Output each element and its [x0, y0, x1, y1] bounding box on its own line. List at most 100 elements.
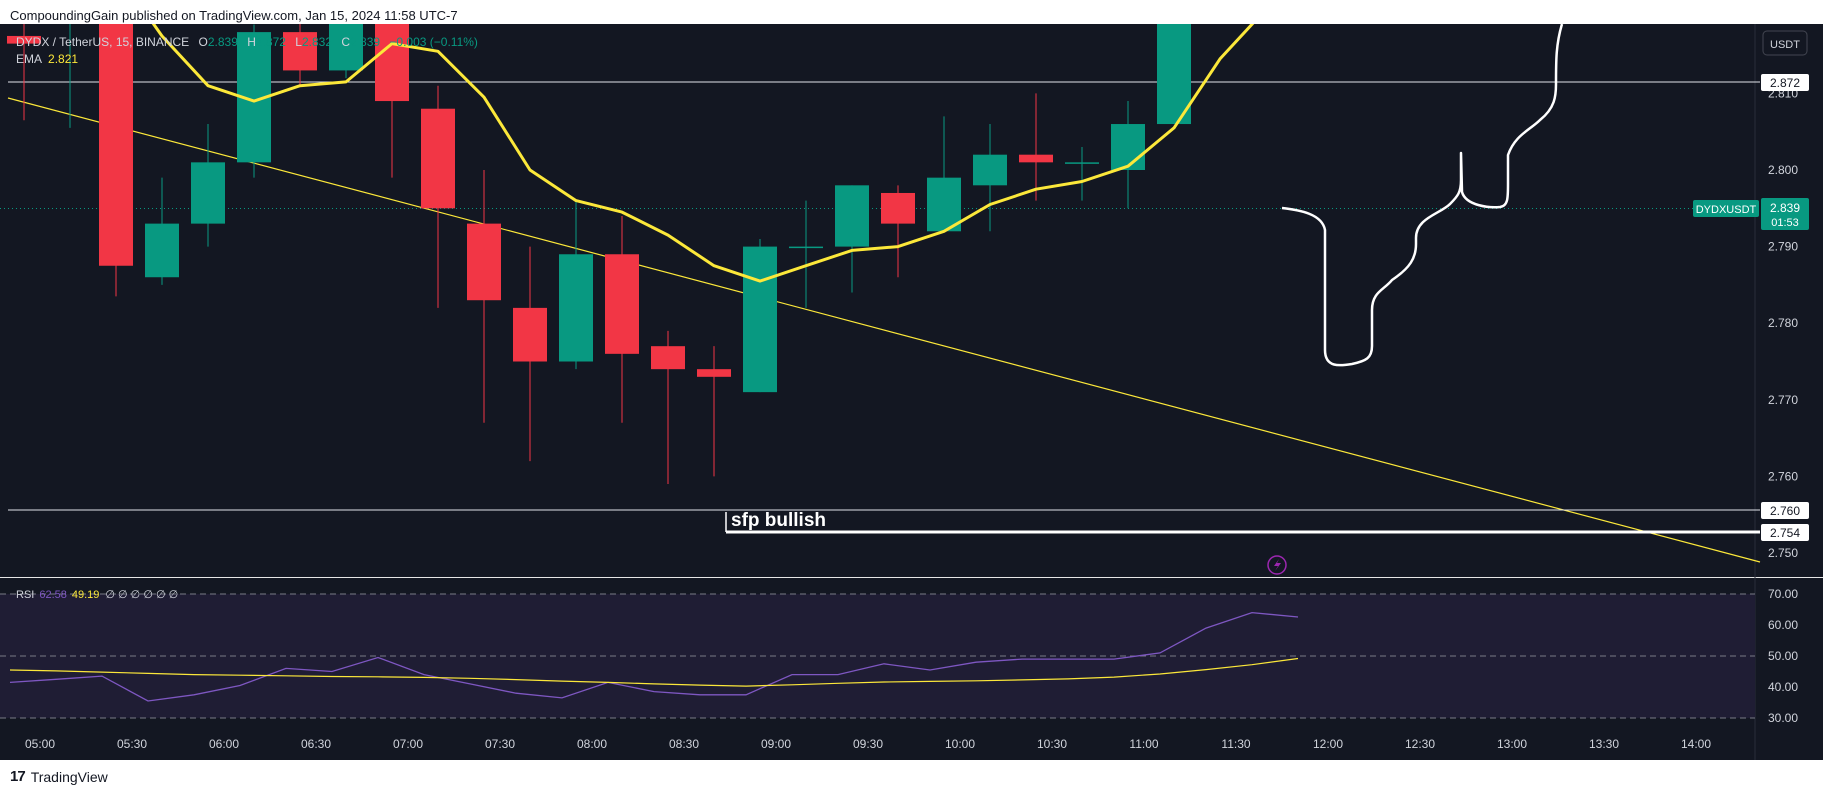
- legend-change: −0.003 (−0.11%): [389, 35, 478, 49]
- symbol-tag: [1693, 200, 1759, 217]
- legend-close-label: C: [341, 35, 350, 49]
- time-tick-label: 05:00: [25, 737, 55, 751]
- candle-body: [881, 192, 915, 224]
- publish-banner: CompoundingGain published on TradingView…: [10, 8, 458, 23]
- candle[interactable]: [145, 177, 179, 285]
- publish-info: published on TradingView.com, Jan 15, 20…: [118, 8, 458, 23]
- lightning-icon[interactable]: [1267, 555, 1287, 575]
- time-tick-label: 09:30: [853, 737, 883, 751]
- candle-body: [513, 307, 547, 362]
- time-tick-label: 10:30: [1037, 737, 1067, 751]
- ema-line[interactable]: [24, 0, 1268, 283]
- tradingview-logo[interactable]: 17 TradingView: [10, 768, 108, 785]
- legend-ema-line: EMA 2.821: [16, 52, 78, 66]
- level-tag-2: [1761, 524, 1809, 541]
- chart-svg[interactable]: sfp bullish 2.750 2.760 2.770 2.780 2.790 2.8…: [0, 0, 1823, 760]
- trendline[interactable]: [7, 97, 1761, 563]
- time-axis: 05:00 05:30 06:00 06:30 07:00 07:30 08:00 08:30…: [25, 737, 1711, 751]
- time-tick-label: 09:00: [761, 737, 791, 751]
- tradingview-logo-icon: 17: [10, 768, 26, 785]
- candle[interactable]: [513, 246, 547, 462]
- time-tick-label: 07:30: [485, 737, 515, 751]
- rsi-tick-label: 30.00: [1768, 711, 1798, 725]
- projection-drawing[interactable]: [1281, 23, 1564, 367]
- candles-group: [7, 0, 1221, 485]
- candle-body: [927, 177, 961, 232]
- candle-body: [145, 223, 179, 278]
- time-tick-label: 13:30: [1589, 737, 1619, 751]
- high-price-tag: [1761, 74, 1809, 91]
- candle[interactable]: [99, 0, 133, 297]
- lightning-glyph: [1274, 559, 1281, 571]
- rsi-line[interactable]: [9, 611, 1299, 702]
- tradingview-brand: TradingView: [30, 768, 108, 785]
- candle[interactable]: [1111, 101, 1145, 209]
- candle[interactable]: [697, 346, 731, 477]
- candle[interactable]: [1065, 147, 1099, 201]
- candle-body: [1065, 162, 1099, 164]
- legend-ema-label[interactable]: EMA: [16, 52, 42, 66]
- time-tick-label: 06:30: [301, 737, 331, 751]
- high-price-tag-text: 2.872: [1770, 76, 1800, 90]
- candle[interactable]: [191, 124, 225, 247]
- candle-body: [697, 369, 731, 377]
- candle[interactable]: [743, 238, 777, 393]
- price-tick-label: 2.760: [1768, 469, 1798, 483]
- candle[interactable]: [559, 200, 593, 370]
- legend-symbol-line: DYDX / TetherUS, 15, BINANCE O2.839 H2.8…: [16, 35, 478, 49]
- symbol-tag-text: DYDXUSDT: [1696, 204, 1757, 216]
- rsi-tick-label: 50.00: [1768, 649, 1798, 663]
- candle[interactable]: [973, 124, 1007, 232]
- rsi-ma-line[interactable]: [9, 657, 1299, 687]
- time-tick-label: 07:00: [393, 737, 423, 751]
- countdown-text: 01:53: [1771, 217, 1799, 229]
- candle[interactable]: [467, 170, 501, 423]
- candle[interactable]: [927, 116, 961, 232]
- price-tick-label: 2.750: [1768, 546, 1798, 560]
- candle-body: [421, 108, 455, 209]
- currency-button[interactable]: [1762, 30, 1808, 56]
- candle-body: [1019, 154, 1053, 163]
- chart-area[interactable]: sfp bullish 2.750 2.760 2.770 2.780 2.790 2.8…: [0, 0, 1823, 760]
- candle-body: [605, 254, 639, 354]
- annotation-text[interactable]: sfp bullish: [731, 510, 826, 531]
- last-price-tag: [1761, 198, 1809, 230]
- price-tick-label: 2.800: [1768, 163, 1798, 177]
- rsi-tick-label: 70.00: [1768, 587, 1798, 601]
- level-tag-2-text: 2.754: [1770, 526, 1800, 540]
- level-tag-1-text: 2.760: [1770, 504, 1800, 518]
- legend-high: 2.872: [256, 35, 286, 49]
- legend-open: 2.839: [208, 35, 238, 49]
- level-tag-1: [1761, 502, 1809, 519]
- price-tick-label: 2.770: [1768, 393, 1798, 407]
- candle[interactable]: [789, 200, 823, 308]
- candle[interactable]: [651, 330, 685, 485]
- candle[interactable]: [329, 0, 363, 79]
- candle[interactable]: [881, 185, 915, 278]
- time-tick-label: 05:30: [117, 737, 147, 751]
- candle[interactable]: [283, 9, 317, 86]
- candle[interactable]: [605, 215, 639, 423]
- price-tick-label: 2.780: [1768, 316, 1798, 330]
- candle[interactable]: [1019, 93, 1053, 201]
- time-tick-label: 10:00: [945, 737, 975, 751]
- candle-body: [973, 154, 1007, 186]
- candle-body: [789, 246, 823, 249]
- time-tick-label: 12:30: [1405, 737, 1435, 751]
- legend-high-label: H: [247, 35, 256, 49]
- legend-close: 2.839: [350, 35, 380, 49]
- time-tick-label: 12:00: [1313, 737, 1343, 751]
- legend-rsi-extra: ∅ ∅ ∅ ∅ ∅ ∅: [105, 589, 178, 601]
- candle-body: [559, 254, 593, 362]
- author-name[interactable]: CompoundingGain: [10, 8, 119, 23]
- legend-open-label: O: [199, 35, 208, 49]
- footer: 17 TradingView: [0, 760, 1823, 794]
- legend-symbol[interactable]: DYDX / TetherUS, 15, BINANCE: [16, 35, 189, 49]
- legend-rsi-ma: 49.19: [72, 589, 100, 601]
- candle-body: [651, 346, 685, 370]
- candle-body: [835, 185, 869, 247]
- legend-rsi-label[interactable]: RSI: [16, 589, 34, 601]
- candle[interactable]: [421, 85, 455, 308]
- time-tick-label: 13:00: [1497, 737, 1527, 751]
- candle[interactable]: [835, 185, 869, 293]
